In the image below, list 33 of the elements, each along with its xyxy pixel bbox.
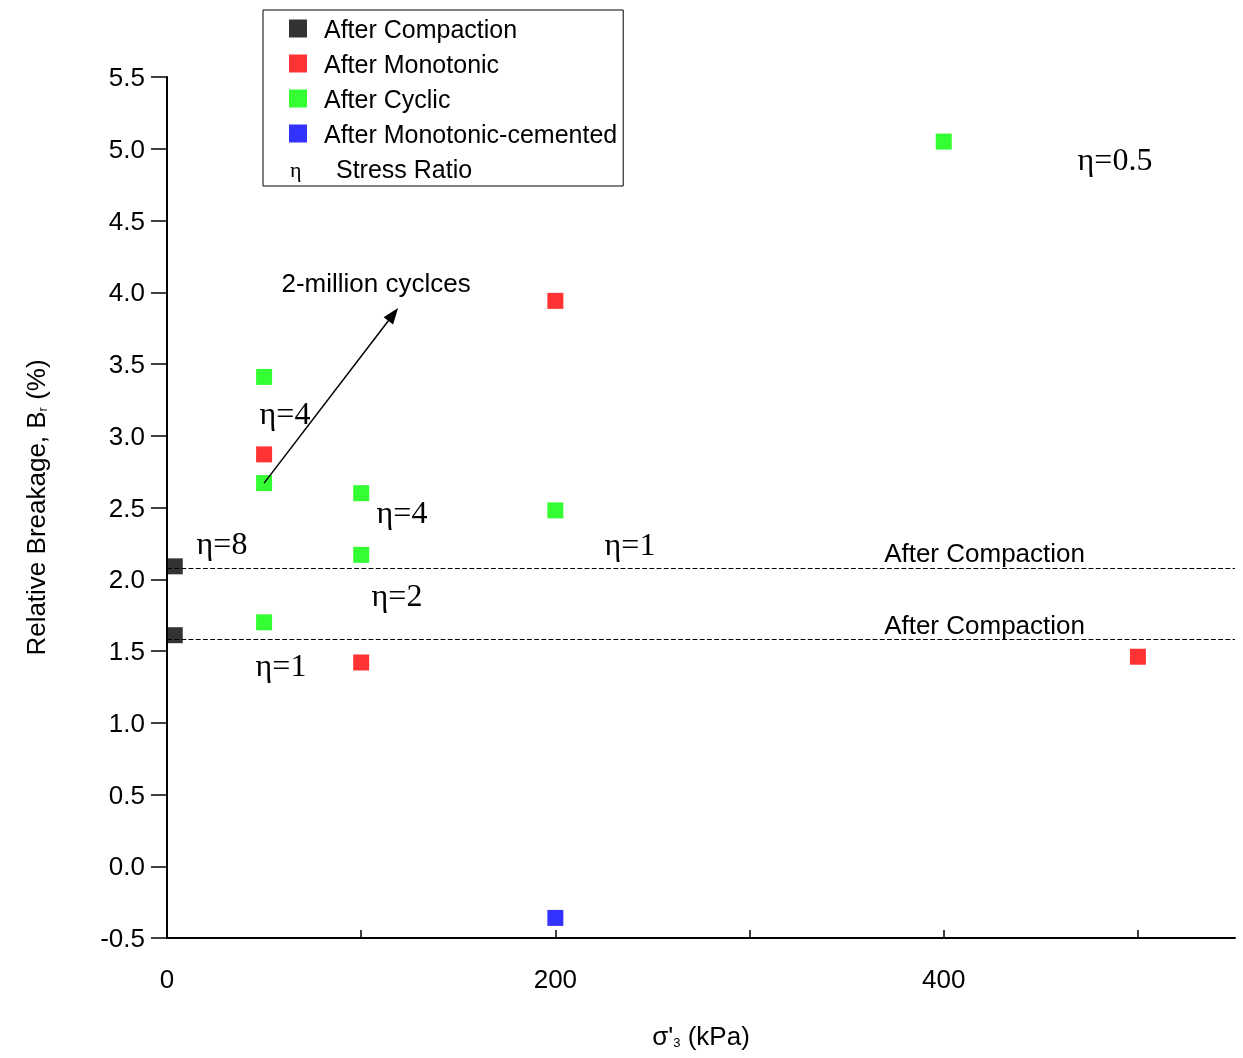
y-tick-label: -0.5 — [100, 923, 145, 953]
y-tick-label: 4.0 — [108, 277, 145, 308]
legend-label: After Compaction — [324, 14, 518, 43]
text: η Stress Ratio — [290, 154, 473, 183]
ref-line-label: After Compaction — [884, 609, 1085, 640]
annotation: η=2 — [371, 577, 423, 613]
y-tick-label: 1.0 — [108, 707, 145, 738]
annotation: η=4 — [259, 395, 311, 431]
ref-line-label: After Compaction — [884, 537, 1085, 568]
x-tick-label: 0 — [159, 964, 175, 994]
x-tick-label: 400 — [922, 964, 966, 994]
annotation: η=4 — [376, 494, 428, 530]
annotation: 2-million cyclces — [281, 268, 471, 299]
x-tick-label: 200 — [533, 964, 578, 994]
x-axis-title: σ'3 (kPa) — [652, 1021, 750, 1051]
y-tick-label: 0.0 — [108, 851, 145, 882]
y-tick-label: 3.5 — [108, 349, 145, 379]
y-tick-label: 5.0 — [108, 133, 145, 164]
legend-label: After Cyclic — [324, 84, 451, 113]
annotation: η=1 — [604, 526, 656, 562]
y-tick-label: 2.5 — [108, 492, 145, 523]
y-tick-label: 3.0 — [108, 420, 145, 451]
annotation: η=8 — [196, 525, 248, 561]
y-axis-title: Relative Breakage, Br (%) — [21, 359, 51, 656]
annotation: η=1 — [255, 647, 307, 683]
annotation: η=0.5 — [1077, 141, 1153, 177]
legend-label: After Monotonic-cemented — [324, 119, 618, 148]
y-tick-label: 5.5 — [108, 62, 145, 92]
y-tick-label: 1.5 — [108, 636, 145, 666]
y-tick-label: 4.5 — [108, 205, 145, 236]
legend-label: After Monotonic — [324, 49, 500, 78]
y-tick-label: 2.0 — [108, 564, 145, 595]
y-tick-label: 0.5 — [108, 779, 145, 810]
